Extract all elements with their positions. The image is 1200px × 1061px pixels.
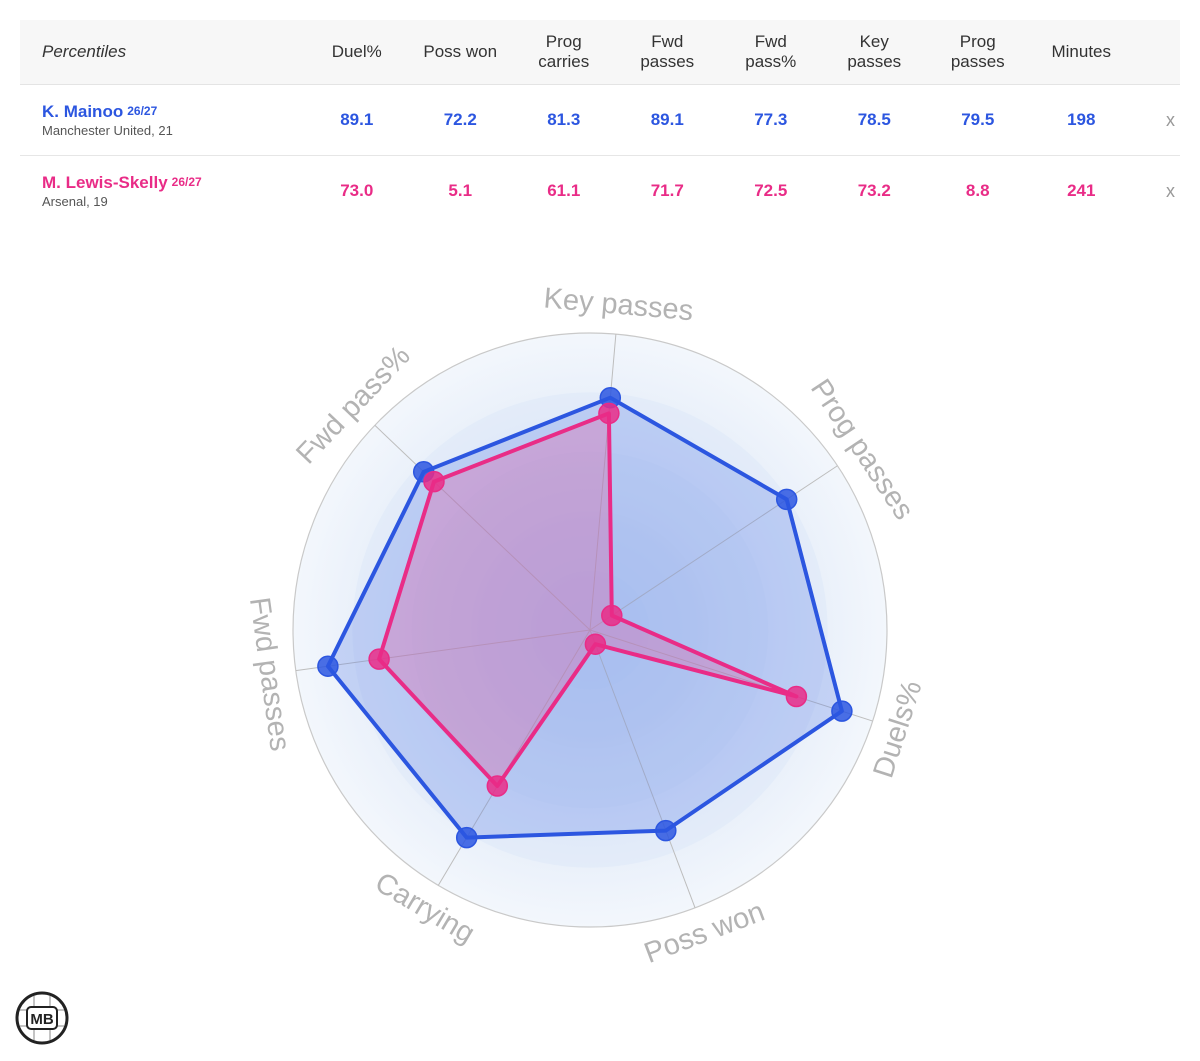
logo-icon: MB bbox=[15, 991, 69, 1045]
radar-axis-label: Fwd passes bbox=[243, 595, 296, 753]
radar-series bbox=[368, 402, 808, 797]
radar-point[interactable] bbox=[601, 604, 623, 627]
player-season: 26/27 bbox=[127, 104, 158, 118]
value-fwd-passes: 89.1 bbox=[650, 110, 684, 129]
value-prog-carries: 81.3 bbox=[547, 110, 581, 129]
radar-spoke bbox=[295, 629, 591, 672]
value-key-passes: 78.5 bbox=[857, 110, 891, 129]
player-name[interactable]: K. Mainoo bbox=[42, 102, 124, 121]
player-cell: K. Mainoo 26/27 Manchester United, 21 bbox=[20, 102, 305, 138]
radar-spoke bbox=[589, 629, 873, 722]
value-prog-passes: 79.5 bbox=[961, 110, 995, 129]
value-duel-pct: 89.1 bbox=[340, 110, 374, 129]
player-name[interactable]: M. Lewis-Skelly bbox=[42, 173, 168, 192]
radar-point[interactable] bbox=[368, 648, 390, 670]
logo-text: MB bbox=[30, 1011, 53, 1028]
value-key-passes: 73.2 bbox=[857, 181, 891, 200]
value-fwd-passes: 71.7 bbox=[650, 181, 684, 200]
percentiles-table: Percentiles Duel% Poss won Prog carries F… bbox=[20, 20, 1180, 226]
player-team: Manchester United, 21 bbox=[42, 123, 173, 138]
value-minutes: 198 bbox=[1067, 110, 1096, 129]
header-poss-won[interactable]: Poss won bbox=[423, 42, 498, 61]
radar-axis-label: Key passes bbox=[542, 282, 694, 327]
radar-point[interactable] bbox=[423, 470, 445, 493]
value-fwd-pass-pct: 72.5 bbox=[754, 181, 788, 200]
value-poss-won: 72.2 bbox=[443, 110, 477, 129]
value-prog-carries: 61.1 bbox=[547, 181, 581, 200]
value-prog-passes: 8.8 bbox=[965, 181, 990, 200]
header-key-passes[interactable]: Key passes bbox=[847, 32, 902, 71]
header-fwd-pass-pct[interactable]: Fwd pass% bbox=[745, 32, 797, 71]
radar-area bbox=[325, 395, 844, 840]
header-duel-pct[interactable]: Duel% bbox=[331, 42, 382, 61]
radar-spokes bbox=[295, 334, 873, 908]
header-fwd-passes[interactable]: Fwd passes bbox=[640, 32, 695, 71]
value-duel-pct: 73.0 bbox=[340, 181, 374, 200]
radar-point[interactable] bbox=[486, 775, 509, 797]
header-prog-carries[interactable]: Prog carries bbox=[538, 32, 590, 71]
radar-point[interactable] bbox=[655, 819, 677, 842]
radar-series-layer bbox=[317, 386, 853, 849]
radar-point[interactable] bbox=[317, 655, 339, 677]
radar-spoke bbox=[589, 465, 838, 631]
value-fwd-pass-pct: 77.3 bbox=[754, 110, 788, 129]
header-minutes[interactable]: Minutes bbox=[1051, 42, 1112, 61]
radar-point[interactable] bbox=[775, 488, 798, 511]
table-row: K. Mainoo 26/27 Manchester United, 21 89.… bbox=[20, 85, 1180, 156]
table-header: Percentiles Duel% Poss won Prog carries F… bbox=[20, 20, 1180, 85]
mb-logo: MB bbox=[14, 990, 70, 1046]
header-prog-passes[interactable]: Prog passes bbox=[950, 32, 1005, 71]
radar-point[interactable] bbox=[598, 402, 620, 425]
value-poss-won: 5.1 bbox=[448, 181, 473, 200]
radar-point[interactable] bbox=[831, 700, 853, 722]
table-title: Percentiles bbox=[42, 42, 127, 61]
remove-player-button[interactable]: x bbox=[1166, 109, 1175, 130]
value-minutes: 241 bbox=[1067, 181, 1096, 200]
radar-point[interactable] bbox=[584, 633, 607, 655]
player-cell: M. Lewis-Skelly 26/27 Arsenal, 19 bbox=[20, 173, 305, 209]
radar-spoke bbox=[589, 629, 696, 908]
radar-area bbox=[377, 411, 799, 788]
radar-spoke bbox=[374, 424, 591, 631]
player-season: 26/27 bbox=[171, 175, 202, 189]
player-team: Arsenal, 19 bbox=[42, 194, 108, 209]
radar-spoke bbox=[589, 334, 617, 631]
radar-point[interactable] bbox=[455, 826, 478, 849]
table-row: M. Lewis-Skelly 26/27 Arsenal, 19 73.0 5.… bbox=[20, 156, 1180, 226]
remove-player-button[interactable]: x bbox=[1166, 180, 1175, 201]
radar-point[interactable] bbox=[785, 685, 808, 708]
